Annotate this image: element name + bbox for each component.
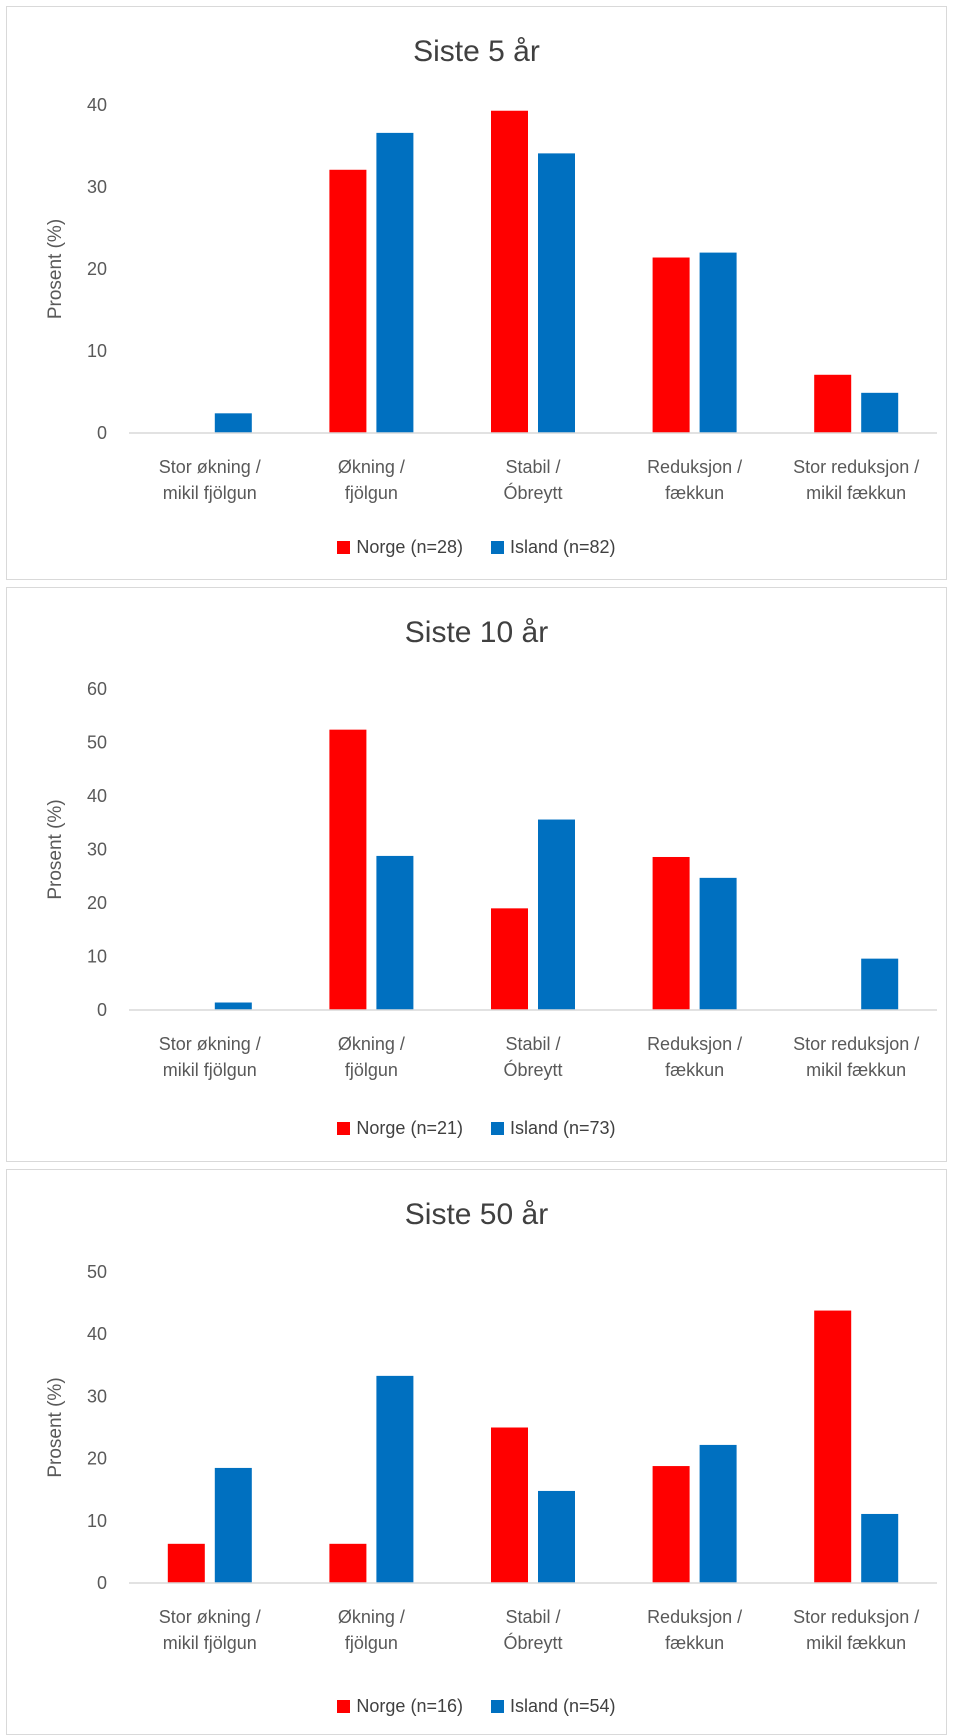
chart-panel-50-years: 0 10 20 30 40 50 Prosent (%) Stor økning / mikil… (6, 1169, 947, 1735)
bar-island (538, 153, 575, 433)
y-tick-label: 40 (87, 786, 107, 806)
bar-norge (491, 110, 528, 434)
bar-island (861, 1513, 899, 1583)
legend-label: Norge (n=21) (356, 1118, 463, 1138)
bar-norge (329, 1543, 367, 1583)
x-tick-label: Stor reduksjon / mikil fækkun (793, 1607, 919, 1653)
legend-item-norge: Norge (n=16) (337, 1696, 463, 1717)
bar-island (699, 252, 737, 433)
y-tick-label: 0 (97, 1573, 107, 1593)
legend-item-norge: Norge (n=28) (337, 537, 463, 558)
bar-island (861, 392, 899, 433)
legend-item-norge: Norge (n=21) (337, 1118, 463, 1139)
chart-title: Siste 10 år (404, 616, 549, 649)
y-tick-label: 0 (97, 423, 107, 443)
bar-island (538, 1490, 575, 1583)
bar-norge (491, 1427, 528, 1583)
bar-island (214, 1002, 252, 1010)
y-axis-label: Prosent (%) (45, 799, 66, 899)
legend-label: Island (n=73) (509, 1118, 616, 1138)
y-tick-label: 10 (87, 341, 107, 361)
legend-swatch-norge (337, 1122, 351, 1135)
legend: Norge (n=21) Island (n=73) (7, 1118, 946, 1139)
x-tick-label: Stor økning / mikil fjölgun (159, 457, 261, 503)
y-tick-label: 20 (87, 893, 107, 913)
bar-island (699, 1444, 737, 1583)
bar-norge (329, 729, 367, 1010)
chart-title: Siste 5 år (413, 35, 540, 68)
y-tick-label: 20 (87, 259, 107, 279)
y-tick-label: 10 (87, 947, 107, 967)
bar-island (861, 958, 899, 1010)
x-tick-label: Stabil / Óbreytt (503, 1607, 562, 1653)
legend: Norge (n=16) Island (n=54) (7, 1696, 946, 1717)
legend-item-island: Island (n=54) (490, 1696, 616, 1717)
x-tick-label: Stor reduksjon / mikil fækkun (793, 1034, 919, 1080)
bar-norge (814, 1310, 852, 1583)
x-tick-label: Reduksjon / fækkun (647, 1607, 742, 1653)
chart-svg: 0 10 20 30 40 50 Prosent (%) Stor økning / mikil… (45, 1262, 937, 1653)
legend-item-island: Island (n=82) (490, 537, 616, 558)
bar-norge (652, 1466, 690, 1583)
y-tick-label: 40 (87, 95, 107, 115)
x-tick-label: Stabil / Óbreytt (503, 1034, 562, 1080)
x-tick-label: Økning / fjölgun (338, 1607, 405, 1653)
bar-norge (652, 856, 690, 1010)
bar-island (376, 132, 414, 433)
y-tick-label: 50 (87, 1262, 107, 1282)
x-tick-label: Reduksjon / fækkun (647, 457, 742, 503)
x-tick-label: Stor økning / mikil fjölgun (159, 1607, 261, 1653)
legend-swatch-norge (337, 1700, 351, 1713)
bar-norge (167, 1543, 205, 1583)
bar-island (214, 413, 252, 433)
legend-label: Island (n=82) (509, 537, 616, 557)
legend-item-island: Island (n=73) (490, 1118, 616, 1139)
chart-panel-10-years: 0 10 20 30 40 50 60 Prosent (%) Stor økning / mik… (6, 587, 947, 1162)
y-tick-label: 30 (87, 840, 107, 860)
legend-swatch-norge (337, 541, 351, 554)
y-axis-label: Prosent (%) (45, 219, 66, 319)
bar-norge (652, 257, 690, 433)
bar-norge (491, 908, 528, 1010)
x-tick-label: Stor reduksjon / mikil fækkun (793, 457, 919, 503)
y-axis-label: Prosent (%) (45, 1377, 66, 1477)
y-tick-label: 50 (87, 733, 107, 753)
bar-island (699, 877, 737, 1010)
y-tick-label: 30 (87, 177, 107, 197)
chart-svg: 0 10 20 30 40 Prosent (%) Stor økning / mikil f… (45, 95, 937, 503)
legend: Norge (n=28) Island (n=82) (7, 537, 946, 558)
bar-norge (329, 169, 367, 433)
x-tick-label: Reduksjon / fækkun (647, 1034, 742, 1080)
y-tick-label: 20 (87, 1449, 107, 1469)
chart-svg: 0 10 20 30 40 50 60 Prosent (%) Stor økning / mik… (45, 679, 937, 1080)
bar-island (214, 1467, 252, 1583)
y-tick-label: 40 (87, 1324, 107, 1344)
chart-title: Siste 50 år (404, 1198, 549, 1231)
bar-island (376, 855, 414, 1010)
bar-island (376, 1375, 414, 1583)
legend-swatch-island (490, 1700, 504, 1713)
y-tick-label: 10 (87, 1511, 107, 1531)
legend-swatch-island (490, 1122, 504, 1135)
y-tick-label: 60 (87, 679, 107, 699)
x-tick-label: Økning / fjölgun (338, 1034, 405, 1080)
x-tick-label: Økning / fjölgun (338, 457, 405, 503)
bar-island (538, 819, 575, 1010)
y-tick-label: 0 (97, 1000, 107, 1020)
chart-panel-5-years: 0 10 20 30 40 Prosent (%) Stor økning / mikil f… (6, 6, 947, 580)
bar-norge (814, 374, 852, 433)
legend-label: Norge (n=16) (356, 1696, 463, 1716)
x-tick-label: Stor økning / mikil fjölgun (159, 1034, 261, 1080)
y-tick-label: 30 (87, 1386, 107, 1406)
x-tick-label: Stabil / Óbreytt (503, 457, 562, 503)
legend-label: Norge (n=28) (356, 537, 463, 557)
legend-label: Island (n=54) (509, 1696, 616, 1716)
legend-swatch-island (490, 541, 504, 554)
